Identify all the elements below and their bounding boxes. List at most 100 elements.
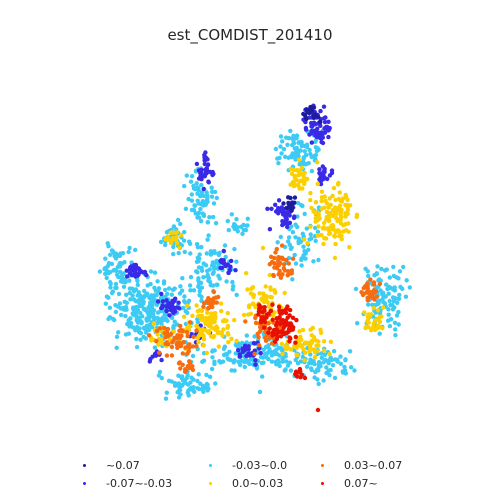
- map-point: [273, 290, 278, 295]
- map-point: [243, 319, 248, 324]
- map-point: [285, 273, 290, 278]
- map-point: [195, 191, 200, 196]
- map-point: [195, 215, 200, 220]
- map-point: [257, 346, 262, 351]
- map-point: [105, 263, 111, 269]
- map-point: [157, 369, 163, 375]
- map-point: [257, 389, 263, 395]
- map-point: [175, 390, 180, 395]
- map-point: [177, 245, 182, 250]
- map-point: [293, 173, 298, 179]
- map-point: [338, 212, 343, 218]
- map-point: [311, 259, 316, 264]
- map-point: [260, 245, 266, 251]
- map-point: [186, 298, 192, 303]
- map-point: [376, 278, 381, 283]
- map-point: [275, 240, 280, 245]
- map-point: [379, 266, 384, 272]
- map-point: [181, 314, 187, 319]
- map-point: [248, 352, 253, 358]
- map-point: [290, 315, 296, 320]
- map-point: [126, 331, 131, 336]
- map-point: [279, 151, 284, 156]
- map-point: [126, 318, 131, 323]
- map-point: [326, 134, 331, 140]
- map-point: [319, 355, 324, 360]
- map-point: [377, 319, 383, 325]
- map-point: [125, 274, 130, 279]
- map-point: [303, 350, 308, 355]
- map-point: [220, 318, 226, 324]
- map-point: [159, 375, 164, 381]
- map-point: [319, 206, 324, 211]
- map-point: [279, 205, 284, 210]
- map-point: [283, 213, 288, 219]
- map-point: [172, 305, 178, 311]
- map-point: [380, 305, 386, 310]
- map-point: [187, 241, 193, 246]
- map-point: [307, 349, 312, 354]
- map-point: [154, 338, 159, 344]
- map-point: [285, 142, 290, 147]
- map-point: [392, 320, 398, 325]
- map-point: [262, 305, 267, 310]
- map-point: [297, 366, 303, 372]
- map-point: [308, 224, 313, 229]
- map-point: [318, 119, 323, 124]
- map-point: [312, 122, 318, 127]
- map-point: [286, 269, 291, 274]
- map-point: [157, 326, 163, 331]
- map-point: [127, 290, 132, 296]
- map-point: [366, 295, 371, 300]
- map-point: [195, 198, 200, 203]
- map-points: [97, 103, 412, 413]
- map-point: [297, 329, 302, 334]
- map-point: [210, 283, 216, 288]
- map-point: [266, 343, 271, 348]
- map-point: [155, 279, 160, 284]
- map-point: [280, 255, 285, 260]
- map-point: [206, 233, 211, 238]
- map-point: [304, 226, 309, 231]
- map-point: [338, 208, 343, 213]
- map-point: [224, 351, 230, 357]
- map-point: [104, 267, 109, 273]
- map-point: [214, 282, 219, 287]
- map-point: [385, 318, 391, 323]
- map-point: [211, 201, 217, 206]
- map-point: [309, 367, 314, 373]
- map-point: [309, 205, 314, 211]
- map-point: [315, 407, 321, 413]
- map-point: [195, 378, 200, 384]
- map-point: [269, 206, 274, 211]
- map-point: [375, 264, 380, 269]
- map-point: [226, 357, 231, 362]
- map-point: [226, 332, 231, 337]
- map-point: [206, 296, 211, 301]
- map-point: [141, 307, 147, 312]
- map-point: [205, 237, 210, 242]
- map-point: [300, 171, 305, 177]
- map-point: [151, 307, 156, 313]
- map-point: [297, 162, 302, 167]
- map-point: [271, 273, 276, 279]
- map-point: [395, 300, 400, 305]
- map-point: [195, 386, 200, 391]
- map-point: [204, 251, 209, 256]
- map-point: [396, 309, 401, 315]
- map-point: [121, 284, 127, 289]
- map-point: [325, 176, 330, 182]
- map-point: [199, 182, 204, 188]
- map-point: [302, 143, 308, 149]
- map-point: [171, 244, 176, 250]
- map-point: [195, 270, 200, 275]
- map-point: [307, 147, 312, 153]
- map-point: [162, 312, 167, 318]
- map-point: [114, 334, 120, 339]
- map-point: [316, 257, 321, 263]
- map-point: [253, 362, 258, 367]
- map-point: [144, 323, 149, 329]
- map-point: [393, 333, 398, 338]
- map-point: [276, 161, 281, 166]
- map-point: [317, 216, 322, 221]
